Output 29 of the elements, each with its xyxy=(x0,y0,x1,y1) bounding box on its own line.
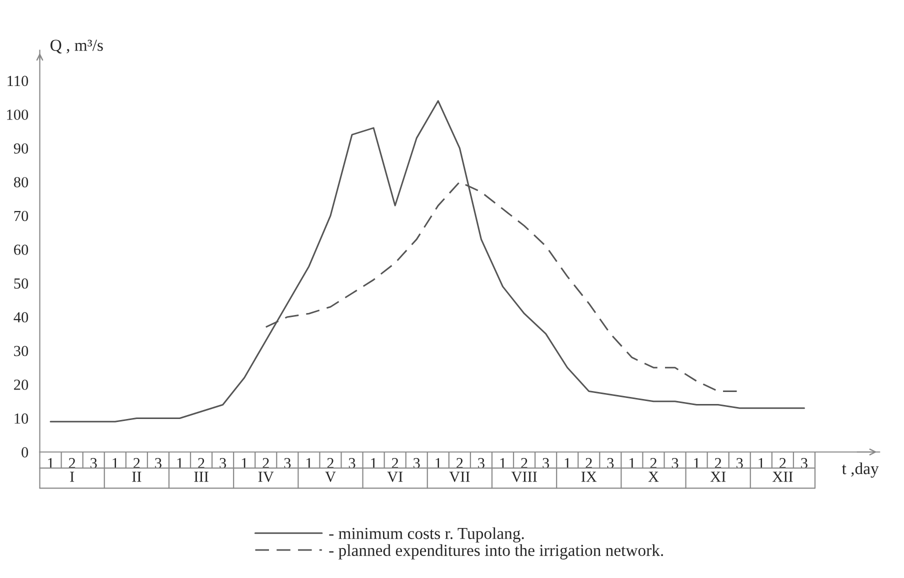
y-tick-label: 20 xyxy=(14,380,28,390)
y-tick-label: 70 xyxy=(14,210,28,222)
text: IX xyxy=(581,472,597,482)
text: XII xyxy=(772,472,793,482)
text: X xyxy=(648,472,659,482)
text: III xyxy=(194,472,208,482)
text: XI xyxy=(710,472,726,482)
legend-label: - planned expenditures into the irrigation network. xyxy=(329,544,664,560)
y-tick-label: 40 xyxy=(14,312,28,322)
x-axis-title: t ,day xyxy=(842,462,879,478)
text: V xyxy=(325,472,336,482)
text: II xyxy=(132,472,142,482)
text: I xyxy=(70,472,74,482)
y-tick-label: 100 xyxy=(7,110,28,120)
y-tick-label: 10 xyxy=(14,413,28,424)
y-tick-label: 50 xyxy=(14,278,28,289)
y-tick-label: 0 xyxy=(22,447,28,458)
y-tick-label: 30 xyxy=(14,346,28,356)
line-series xyxy=(50,100,805,422)
y-tick-label: 90 xyxy=(14,143,28,154)
text: VI xyxy=(387,472,403,482)
y-tick-label: 60 xyxy=(14,244,28,255)
legend-label: - minimum costs r. Tupolang. xyxy=(329,527,524,543)
text: VIII xyxy=(511,472,537,482)
text: VII xyxy=(449,472,470,482)
text: IV xyxy=(258,472,274,482)
y-tick-label: 110 xyxy=(8,76,28,86)
y-tick-label: 80 xyxy=(14,177,28,188)
y-axis-title: Q , m³/s xyxy=(50,40,103,54)
